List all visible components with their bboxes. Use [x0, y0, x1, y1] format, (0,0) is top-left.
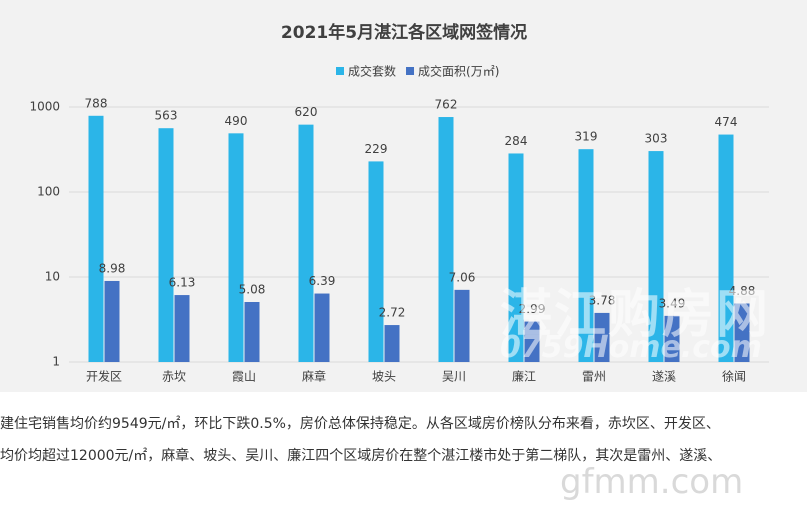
- bar: [454, 289, 470, 362]
- chart: 2021年5月湛江各区域网签情况 1 10 100 1000 成交套数 成交面积(万㎡) 开…: [0, 0, 807, 392]
- data-label: 8.98: [99, 261, 126, 275]
- bar: [228, 133, 244, 362]
- data-label: 6.13: [169, 276, 196, 290]
- y-tick-label: 1000: [29, 100, 60, 114]
- bar: [368, 161, 384, 362]
- data-label: 6.39: [309, 274, 336, 288]
- data-label: 5.08: [239, 283, 266, 297]
- data-label: 490: [225, 114, 248, 128]
- bar: [734, 303, 750, 362]
- x-tick-label: 廉江: [512, 369, 536, 384]
- x-tick-label: 徐闻: [722, 369, 746, 384]
- data-label: 4.88: [729, 284, 756, 298]
- bar: [244, 302, 260, 362]
- data-label: 3.49: [659, 296, 686, 310]
- bar: [664, 315, 680, 362]
- bar: [718, 134, 734, 362]
- x-tick-label: 赤坎: [162, 370, 186, 384]
- bar: [158, 128, 174, 362]
- paragraph-line: 建住宅销售均价约9549元/㎡，环比下跌0.5%，房价总体保持稳定。从各区域房价…: [0, 416, 720, 432]
- bar: [298, 124, 314, 363]
- x-tick-label: 坡头: [372, 370, 396, 384]
- data-label: 284: [505, 134, 528, 148]
- x-tick-label: 雷州: [582, 370, 606, 384]
- chart-title: 2021年5月湛江各区域网签情况: [281, 22, 527, 43]
- bar: [594, 312, 610, 362]
- data-label: 563: [155, 109, 178, 123]
- bar: [104, 280, 120, 362]
- x-tick-label: 霞山: [232, 370, 256, 384]
- bar: [384, 325, 400, 362]
- data-label: 788: [85, 96, 108, 110]
- data-label: 762: [435, 98, 458, 112]
- legend-label: 成交面积(万㎡): [418, 64, 499, 79]
- legend-label: 成交套数: [348, 64, 396, 79]
- y-tick-label: 1: [52, 355, 60, 369]
- x-tick-label: 遂溪: [652, 370, 676, 384]
- legend-swatch: [336, 67, 344, 75]
- data-label: 2.72: [379, 306, 406, 320]
- bar: [314, 293, 330, 362]
- x-tick-label: 开发区: [86, 369, 122, 384]
- data-label: 303: [645, 132, 668, 146]
- bar: [578, 149, 594, 362]
- bar: [524, 321, 540, 362]
- data-label: 7.06: [449, 270, 476, 284]
- data-label: 2.99: [519, 302, 546, 316]
- x-tick-label: 麻章: [302, 369, 326, 384]
- data-label: 474: [715, 115, 738, 129]
- bar: [174, 295, 190, 362]
- bar: [648, 151, 664, 362]
- y-tick-label: 100: [37, 185, 60, 199]
- watermark: 湛江购房网: [500, 285, 771, 345]
- watermark: 0759Home.com: [500, 330, 762, 365]
- bar: [438, 117, 454, 362]
- y-tick-label: 10: [45, 270, 60, 284]
- legend-swatch: [406, 67, 415, 75]
- data-label: 319: [575, 130, 598, 144]
- bar: [508, 153, 524, 362]
- bar: [88, 115, 104, 362]
- paragraph-line: 均价均超过12000元/㎡，麻章、坡头、吴川、廉江四个区域房价在整个湛江楼市处于…: [0, 448, 722, 464]
- data-label: 229: [365, 142, 388, 156]
- watermark: gfmm.com: [560, 462, 744, 502]
- x-tick-label: 吴川: [442, 370, 466, 384]
- data-label: 3.78: [589, 293, 616, 307]
- data-label: 620: [295, 105, 318, 119]
